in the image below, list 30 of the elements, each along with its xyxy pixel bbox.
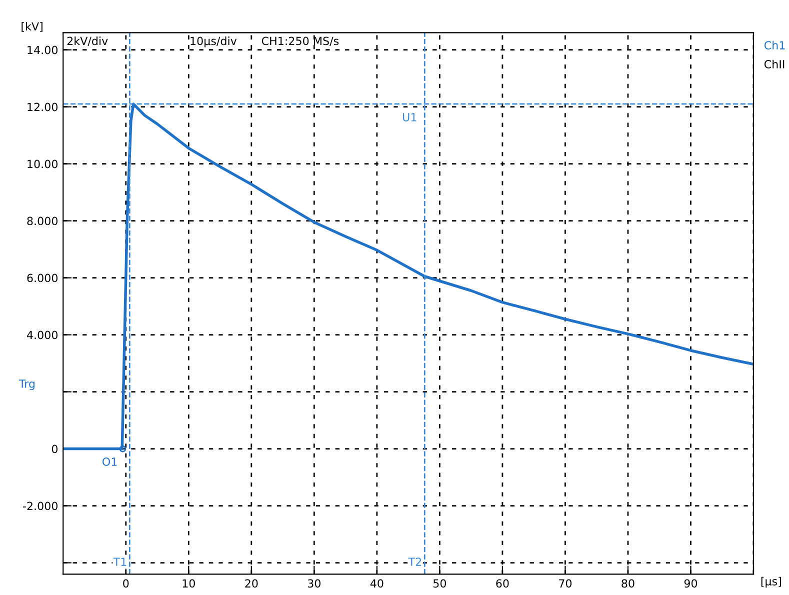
y-tick-label: 6.000	[27, 274, 58, 282]
ref-line-label: T2	[408, 558, 422, 566]
x-tick-label: 40	[370, 579, 384, 588]
y-tick-label: 4.000	[26, 330, 58, 340]
x-tick-label: 50	[433, 579, 446, 588]
x-tick-label: 30	[308, 579, 320, 588]
x-tick-label: 70	[559, 579, 572, 588]
y-tick-label: 10.00	[28, 160, 58, 168]
x-tick-label: 60	[496, 579, 509, 588]
text: Trg	[18, 380, 34, 390]
annotation: O1	[102, 458, 117, 466]
x-tick-label: 90	[684, 579, 698, 588]
y-tick-label: 8.000	[27, 216, 58, 226]
annotation: 10µs/div	[190, 36, 237, 48]
text: ChII	[764, 60, 784, 68]
x-tick-label: 0	[123, 579, 129, 588]
annotation: 2kV/div	[67, 36, 108, 46]
ref-line-label: T1	[113, 558, 126, 566]
text: Ch1	[764, 40, 785, 50]
ref-line-label: U1	[402, 113, 416, 122]
x-axis-title: [µs]	[761, 576, 781, 588]
annotation: CH1:250 MS/s	[262, 36, 339, 46]
y-tick-label: 12.00	[28, 102, 58, 112]
x-tick-label: 20	[245, 579, 258, 588]
y-tick-label: 0	[52, 444, 58, 454]
y-tick-label: -2.000	[22, 502, 58, 510]
x-tick-label: 80	[622, 579, 634, 588]
y-tick-label: 14.00	[28, 46, 58, 54]
y-axis-title: [kV]	[22, 22, 42, 32]
x-tick-label: 10	[182, 579, 195, 588]
